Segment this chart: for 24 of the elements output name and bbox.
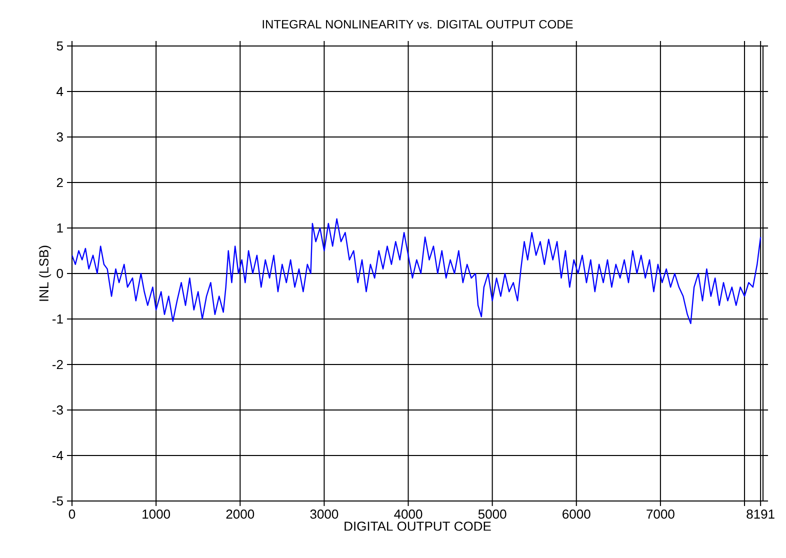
- x-tick-label: 0: [68, 510, 76, 519]
- y-tick-label: 0: [56, 268, 63, 278]
- y-tick-label: -1: [52, 314, 63, 324]
- y-tick-label: 2: [56, 178, 63, 188]
- x-tick-label: 3000: [310, 510, 338, 519]
- x-axis-title: DIGITAL OUTPUT CODE: [344, 522, 491, 531]
- y-tick-label: -2: [52, 360, 63, 370]
- y-tick-label: 1: [57, 224, 63, 232]
- x-tick-label: 5000: [478, 510, 506, 519]
- y-tick-label: -4: [52, 451, 64, 460]
- x-tick-label: 1000: [142, 510, 170, 519]
- x-tick-label: 8191: [746, 510, 774, 519]
- chart-title: INTEGRAL NONLINEARITY vs. DIGITAL OUTPUT CODE: [262, 20, 573, 28]
- x-tick-label: 4000: [394, 510, 422, 519]
- y-tick-label: 3: [56, 132, 63, 142]
- y-tick-label: -3: [52, 405, 63, 415]
- y-tick-label: 5: [56, 41, 63, 51]
- y-tick-label: 4: [56, 87, 64, 96]
- x-tick-label: 6000: [562, 510, 590, 519]
- y-tick-label: -5: [52, 496, 63, 506]
- line-series: [72, 218, 762, 324]
- x-tick-label: 2000: [226, 510, 254, 519]
- y-axis-title: INL (LSB): [38, 246, 52, 301]
- x-tick-label: 7000: [646, 510, 674, 519]
